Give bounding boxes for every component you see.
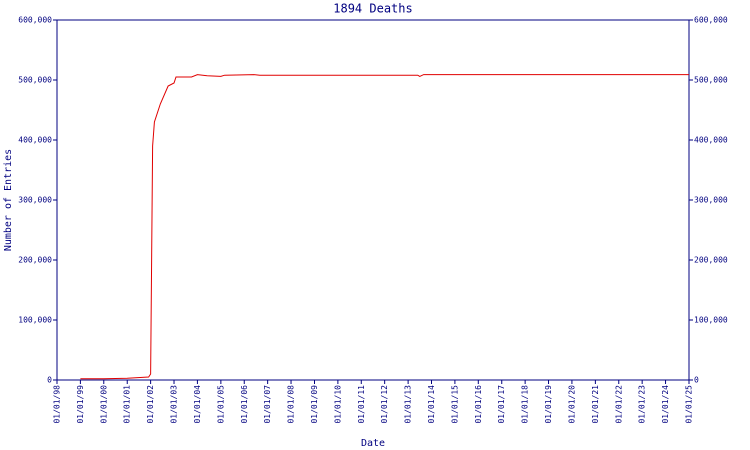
x-tick-label: 01/01/19 [544,385,553,424]
y-tick-label: 100,000 [18,316,52,325]
x-tick-label: 01/01/06 [240,385,249,424]
x-tick-label: 01/01/22 [614,385,623,424]
x-tick-label: 01/01/13 [404,385,413,424]
y-tick-label: 300,000 [18,196,52,205]
x-tick-label: 01/01/98 [53,385,62,424]
y2-tick-label: 600,000 [694,16,728,25]
x-tick-label: 01/01/16 [474,385,483,424]
y2-tick-label: 300,000 [694,196,728,205]
x-tick-label: 01/01/03 [170,385,179,424]
x-tick-label: 01/01/00 [99,385,108,424]
x-tick-label: 01/01/09 [310,385,319,424]
x-tick-label: 01/01/12 [380,385,389,424]
y2-tick-label: 400,000 [694,136,728,145]
y2-tick-label: 100,000 [694,316,728,325]
y2-tick-label: 0 [694,376,699,385]
y-tick-label: 500,000 [18,76,52,85]
data-line [80,74,689,380]
x-tick-label: 01/01/14 [427,385,436,424]
x-tick-label: 01/01/20 [567,385,576,424]
x-axis-label: Date [361,438,385,449]
x-tick-label: 01/01/15 [450,385,459,424]
y-tick-label: 400,000 [18,136,52,145]
plot-frame [56,19,690,381]
y-tick-label: 0 [47,376,52,385]
x-tick-label: 01/01/07 [263,385,272,424]
x-tick-label: 01/01/04 [193,385,202,424]
y-tick-label: 200,000 [18,256,52,265]
x-tick-label: 01/01/08 [287,385,296,424]
x-tick-label: 01/01/18 [521,385,530,424]
x-tick-label: 01/01/99 [76,385,85,424]
x-tick-label: 01/01/05 [216,385,225,424]
x-tick-label: 01/01/25 [685,385,694,424]
x-tick-label: 01/01/10 [333,385,342,424]
x-tick-label: 01/01/21 [591,385,600,424]
y-axis-label: Number of Entries [3,149,14,251]
x-tick-label: 01/01/02 [146,385,155,424]
x-tick-label: 01/01/17 [497,385,506,424]
x-tick-label: 01/01/23 [638,385,647,424]
x-tick-label: 01/01/01 [123,385,132,424]
x-tick-label: 01/01/11 [357,385,366,424]
y2-tick-label: 200,000 [694,256,728,265]
y2-tick-label: 500,000 [694,76,728,85]
x-tick-label: 01/01/24 [661,385,670,424]
chart-title: 1894 Deaths [333,2,412,16]
y-tick-label: 600,000 [18,16,52,25]
